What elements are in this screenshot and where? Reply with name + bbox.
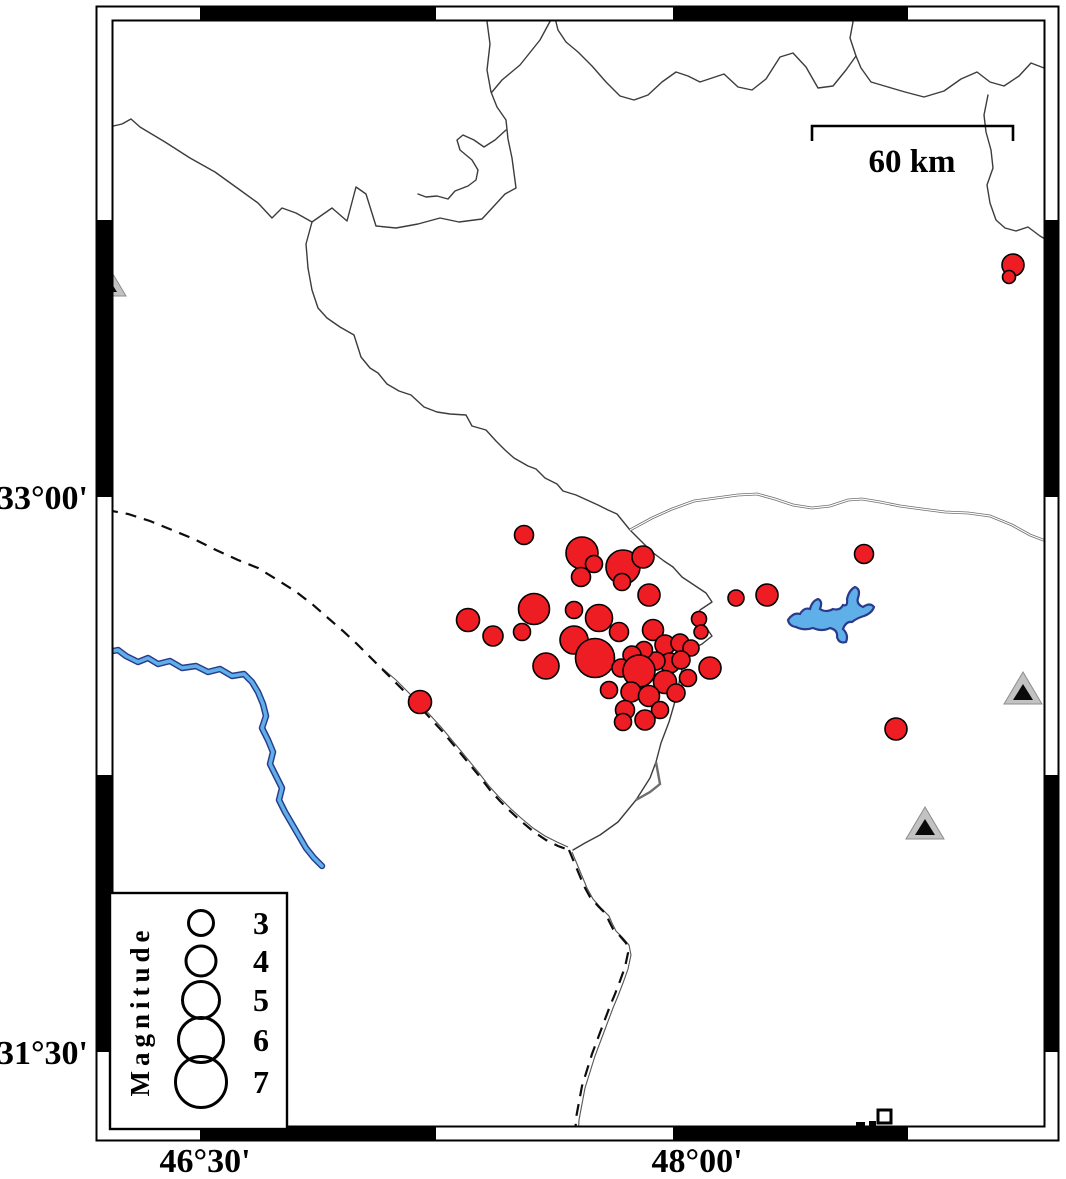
legend-magnitude-circle (187, 909, 215, 937)
scale-bar: 60 km (810, 124, 1015, 180)
epicenter-circle (613, 712, 633, 732)
epicenter-circle (641, 618, 665, 642)
epicenter-circle (564, 600, 584, 620)
epicenter-circle (570, 566, 592, 588)
epicenter-circle (634, 709, 656, 731)
epicenter-layer (407, 253, 1025, 741)
river (100, 646, 326, 870)
legend-title: Magnitude (125, 925, 155, 1096)
epicenter-circle (682, 639, 700, 657)
epicenter-circle (650, 700, 670, 720)
lon-label-left: 46°30' (159, 1143, 250, 1179)
epicenter-circle (671, 650, 691, 670)
lon-label-right: 48°00' (651, 1143, 742, 1179)
lat-label-top: 33°00' (0, 480, 88, 517)
epicenter-circle (407, 689, 433, 715)
legend-magnitude-circle (177, 1016, 225, 1064)
station-layer (97, 263, 1043, 840)
epicenter-circle (698, 656, 722, 680)
epicenter-circle (631, 545, 655, 569)
legend-magnitude-value: 3 (253, 905, 269, 941)
legend-magnitude-circle (184, 944, 218, 978)
epicenter-circle (512, 622, 532, 642)
epicenter-circle (755, 583, 779, 607)
double-line-border (629, 492, 1058, 802)
epicenter-circle (513, 524, 535, 546)
epicenter-circle (678, 668, 698, 688)
axis-labels: 33°00' 31°30' 46°30' 48°00' (0, 480, 743, 1179)
epicenter-circle (637, 583, 661, 607)
scale-bar-label: 60 km (868, 144, 955, 180)
dashed-border (106, 508, 632, 1140)
epicenter-circle (1001, 269, 1017, 285)
legend-magnitude-value: 4 (253, 943, 269, 979)
epicenter-circle (884, 717, 908, 741)
epicenter-circle (574, 637, 616, 679)
lat-label-bottom: 31°30' (0, 1035, 88, 1072)
lake (786, 585, 876, 644)
epicenter-circle (482, 625, 504, 647)
map-content: 60 km (97, 7, 1058, 1140)
epicenter-circle (693, 624, 709, 640)
city-marker (856, 1108, 893, 1128)
map-frame (95, 5, 1060, 1142)
epicenter-circle (727, 589, 745, 607)
station-triangle-inner (1013, 684, 1033, 700)
station-triangle-inner (915, 819, 935, 835)
epicenter-circle (637, 684, 661, 708)
epicenter-circle (608, 621, 630, 643)
legend-magnitude-value: 7 (253, 1064, 269, 1100)
epicenter-circle (455, 607, 481, 633)
epicenter-circle (517, 592, 551, 626)
epicenter-circle (584, 554, 604, 574)
legend-magnitude-value: 5 (253, 982, 269, 1018)
epicenter-circle (584, 603, 614, 633)
epicenter-circle (532, 652, 560, 680)
legend-magnitude-value: 6 (253, 1022, 269, 1058)
epicenter-circle (690, 610, 708, 628)
legend-magnitude-circle (174, 1055, 228, 1109)
magnitude-legend: Magnitude 345 6 7 (108, 891, 289, 1131)
epicenter-circle (666, 683, 686, 703)
political-borders (97, 7, 1058, 851)
epicenter-circle (620, 681, 642, 703)
epicenter-circle (612, 572, 632, 592)
epicenter-circle (853, 543, 875, 565)
epicenter-circle (599, 680, 619, 700)
